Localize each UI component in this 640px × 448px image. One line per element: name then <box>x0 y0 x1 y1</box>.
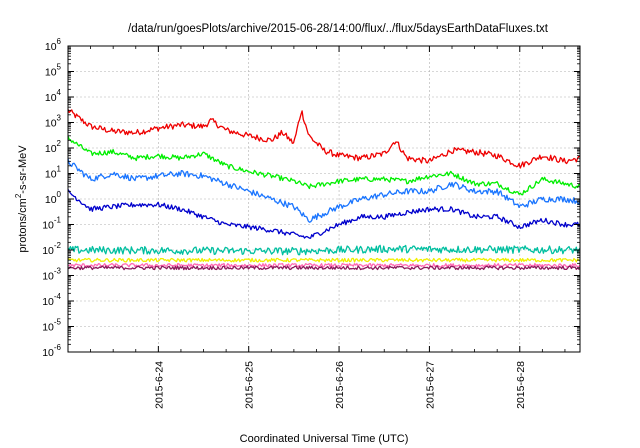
y-tick-label: 101 <box>45 165 62 181</box>
y-tick-label: 104 <box>45 88 62 104</box>
series-layer <box>67 109 581 271</box>
svg-text:protons/cm2-s-sr-MeV: protons/cm2-s-sr-MeV <box>14 145 29 253</box>
y-tick-label: 10-2 <box>42 241 61 257</box>
series-line-4 <box>67 189 581 239</box>
y-tick-label: 106 <box>45 37 62 53</box>
y-axis-label-suffix: -s-sr-MeV <box>17 145 29 194</box>
series-line-2 <box>67 135 581 196</box>
series-line-8 <box>67 265 580 271</box>
y-tick-label: 10-1 <box>42 216 61 232</box>
y-tick-label: 105 <box>45 63 62 79</box>
x-axis-label: Coordinated Universal Time (UTC) <box>240 433 409 445</box>
series-line-3 <box>67 158 581 223</box>
y-tick-label: 10-3 <box>42 267 61 283</box>
chart-title: /data/run/goesPlots/archive/2015-06-28/1… <box>128 23 549 35</box>
ticks: 10-6 10-5 10-4 10-3 10-2 10-1 100 101 102 103 104 1… <box>42 37 580 409</box>
y-axis-label-prefix: protons/cm <box>17 198 29 252</box>
y-tick-label: 100 <box>45 190 62 206</box>
series-line-5 <box>67 244 581 256</box>
x-tick-label: 2015-6-26 <box>334 361 346 409</box>
y-tick-label: 10-5 <box>42 318 61 334</box>
x-tick-label: 2015-6-25 <box>244 361 256 409</box>
y-tick-label: 102 <box>45 139 62 155</box>
series-line-7 <box>67 262 581 268</box>
x-tick-label: 2015-6-28 <box>515 361 527 409</box>
y-tick-label: 10-6 <box>42 343 61 359</box>
grid <box>68 46 580 352</box>
y-tick-label: 10-4 <box>42 292 61 308</box>
y-axis-label: protons/cm2-s-sr-MeV <box>14 145 29 253</box>
y-axis-label-sup: 2 <box>14 193 23 198</box>
x-tick-label: 2015-6-27 <box>424 361 436 409</box>
series-line-6 <box>67 257 581 263</box>
series-line-1 <box>67 109 581 169</box>
x-tick-label: 2015-6-24 <box>153 361 165 409</box>
y-tick-label: 103 <box>45 114 62 130</box>
